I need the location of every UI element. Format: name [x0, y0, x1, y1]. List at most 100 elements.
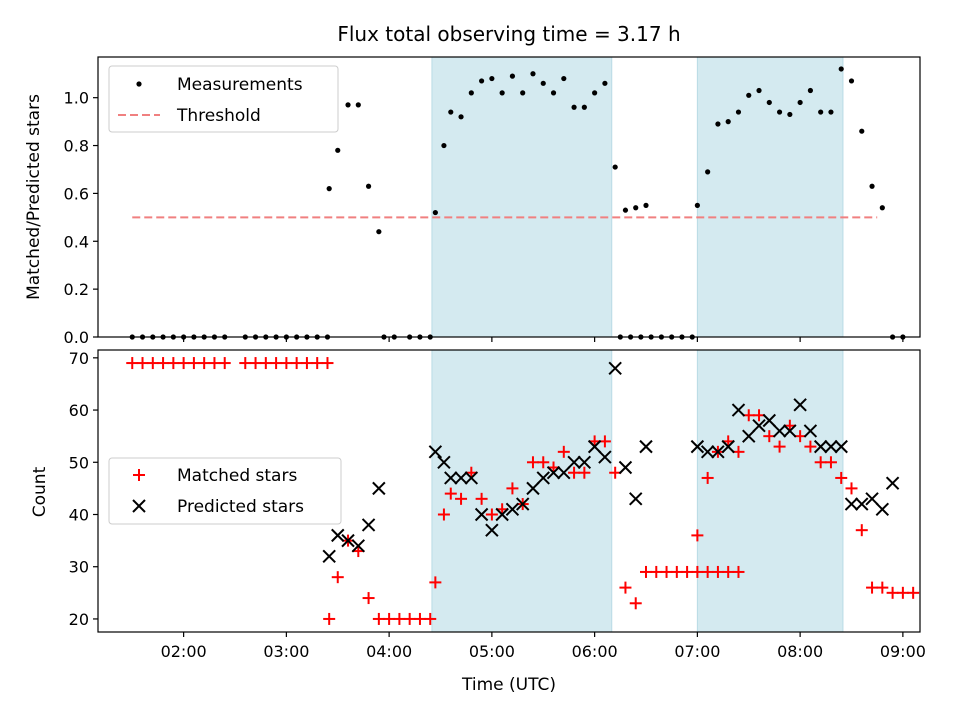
matched-star-point [126, 357, 139, 370]
predicted-star-point [546, 466, 561, 480]
matched-star-point [537, 456, 550, 469]
bottom-axes-frame [97, 349, 921, 633]
top-x-axis-ticks [183, 337, 904, 342]
measurement-point [612, 164, 618, 170]
y-tick-label: 40 [69, 506, 89, 525]
predicted-star-point [464, 471, 479, 485]
measurement-point [746, 92, 752, 98]
predicted-star-point [598, 450, 612, 464]
predicted-star-point [752, 419, 766, 433]
chart-title: Flux total observing time = 3.17 h [337, 22, 680, 46]
x-tick-label: 02:00 [161, 642, 207, 661]
measurement-point [848, 78, 855, 84]
measurement-point [622, 207, 629, 213]
matched-star-point [619, 581, 632, 594]
observing-window-shading [431, 349, 844, 633]
x-tick-label: 07:00 [674, 642, 720, 661]
measurement-point [797, 99, 803, 106]
measurement-point [550, 90, 557, 96]
measurement-point [776, 109, 783, 115]
predicted-star-point [322, 549, 336, 563]
measurement-point [479, 78, 485, 84]
matched-star-point [444, 487, 457, 500]
matched-star-point [475, 492, 488, 505]
matched-star-point [732, 565, 745, 578]
matched-star-point [722, 565, 735, 578]
matched-star-point [187, 357, 200, 370]
y-tick-label: 30 [69, 558, 89, 577]
shaded-interval [696, 349, 844, 633]
bottom-legend-box [108, 457, 342, 525]
matched-star-point [691, 565, 704, 578]
predicted-star-point [526, 481, 540, 496]
measurement-point [432, 209, 438, 216]
top-legend-box [108, 65, 339, 133]
predicted-star-point [485, 523, 499, 537]
predicted-star-point [515, 497, 530, 511]
measurement-point [530, 71, 536, 77]
measurement-point [766, 99, 772, 106]
bottom-legend: Matched stars Predicted stars [108, 457, 342, 525]
matched-star-point [896, 586, 909, 599]
measurement-point [787, 111, 793, 118]
measurement-point [818, 109, 824, 115]
matched-star-point [321, 357, 334, 370]
y-tick-label: 0.2 [64, 280, 89, 299]
predicted-star-point [742, 429, 756, 443]
measurement-point [859, 128, 865, 134]
matched-star-point [424, 612, 437, 625]
measurement-point [489, 75, 495, 82]
predicted-star-point [341, 533, 355, 548]
measurement-point [458, 114, 464, 120]
matched-star-point [814, 456, 827, 469]
predicted-star-point [639, 439, 653, 454]
measurements-series [129, 66, 906, 340]
counts-panel: 20 30 40 50 60 70 02:00 03:00 04:00 05:00 06:00 07… [30, 349, 926, 695]
predicted-star-point [331, 528, 345, 543]
legend-predicted-marker [132, 499, 146, 513]
predicted-star-point [793, 398, 807, 412]
predicted-star-point [772, 424, 787, 438]
legend-measurements-marker [136, 81, 142, 87]
matched-star-point [824, 456, 837, 469]
y-tick-label: 0.8 [64, 137, 89, 156]
matched-star-point [485, 508, 498, 521]
shaded-interval [431, 56, 613, 338]
measurement-point [643, 202, 649, 208]
y-tick-label: 0.4 [64, 232, 89, 251]
bottom-y-axis-label: Count [30, 466, 50, 517]
y-tick-label: 1.0 [64, 89, 89, 108]
measurement-point [735, 109, 742, 115]
measurement-point [509, 73, 516, 79]
predicted-star-point [690, 439, 705, 454]
predicted-star-point [437, 455, 451, 469]
predicted-star-point [618, 460, 633, 475]
matched-star-point [403, 612, 416, 625]
measurement-point [561, 75, 567, 82]
predicted-star-point [536, 471, 550, 485]
matched-star-point [362, 592, 375, 605]
matched-star-point [300, 357, 313, 370]
predicted-star-point [731, 403, 746, 417]
matched-star-point [691, 529, 704, 542]
x-tick-label: 09:00 [880, 642, 926, 661]
measurement-point [602, 80, 608, 86]
legend-measurements-label: Measurements [177, 75, 303, 95]
measurement-point [540, 80, 546, 86]
matched-star-point [711, 565, 724, 578]
measurement-point [365, 183, 372, 189]
matched-star-point [670, 565, 683, 578]
matched-star-point [907, 586, 920, 599]
matched-star-point [393, 612, 406, 625]
measurement-point [828, 109, 834, 115]
y-tick-label: 70 [69, 349, 89, 368]
matched-star-point [249, 357, 262, 370]
matched-star-point [876, 581, 889, 594]
matched-star-point [835, 471, 848, 484]
matched-star-point [578, 466, 591, 479]
predicted-star-point [711, 445, 725, 459]
measurement-point [879, 205, 885, 211]
matched-star-point [218, 357, 231, 370]
legend-predicted-label: Predicted stars [177, 497, 304, 517]
predicted-star-point [428, 445, 443, 459]
